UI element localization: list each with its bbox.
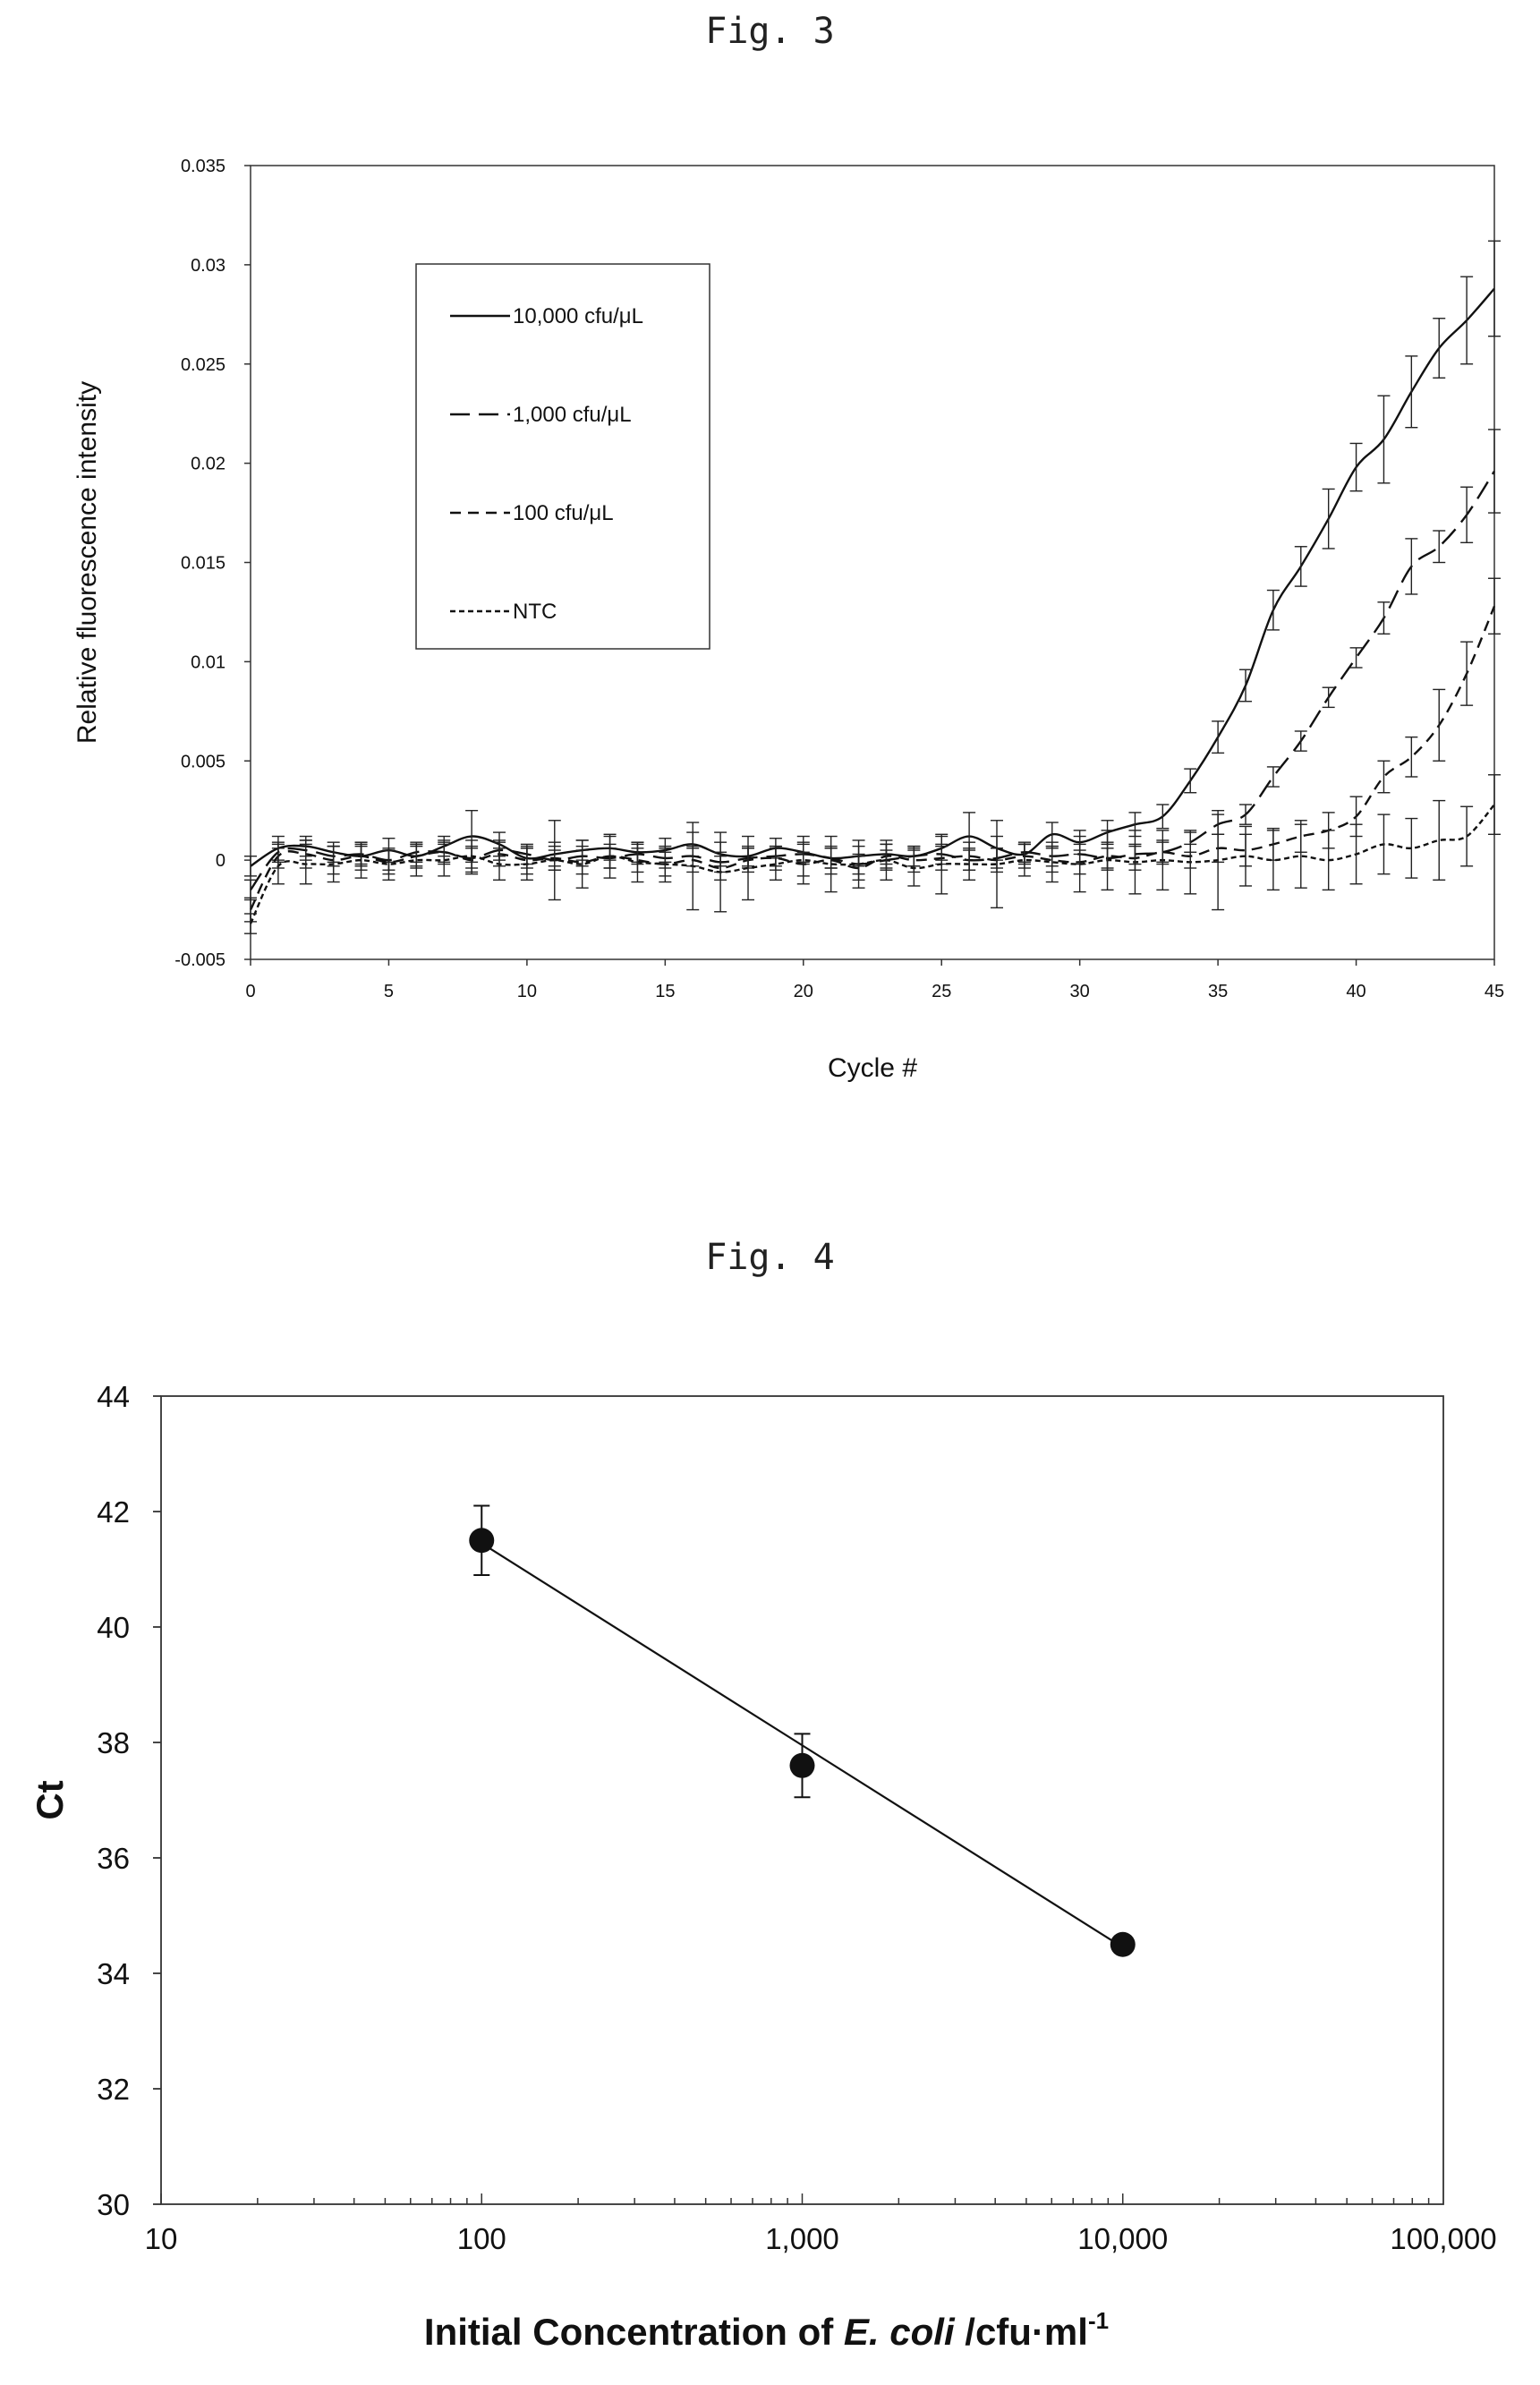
y-tick-label: 40 [97, 1611, 130, 1644]
y-tick-label: 0.01 [191, 652, 225, 672]
series-line-1 [250, 470, 1496, 891]
series-line-2 [249, 605, 1496, 911]
legend-label-0: 10,000 cfu/μL [513, 304, 643, 328]
data-point [789, 1752, 815, 1778]
y-axis-label: Relative fluorescence intensity [72, 381, 102, 744]
legend-label-3: NTC [513, 600, 557, 624]
x-tick-label: 25 [932, 982, 951, 1001]
y-tick-label: 0.03 [191, 256, 225, 276]
x-tick-label: 10 [517, 982, 537, 1001]
y-tick-label: 0.025 [181, 355, 225, 375]
x-tick-label: 100 [457, 2222, 506, 2255]
x-tick-label: 0 [245, 982, 255, 1001]
x-tick-label: 10,000 [1077, 2222, 1168, 2255]
x-tick-label: 45 [1485, 982, 1504, 1001]
y-tick-label: 0.005 [181, 752, 225, 771]
x-axis-label-organism: E. coli [844, 2311, 956, 2353]
y-tick-label: 34 [97, 1957, 130, 1990]
x-tick-label: 10 [145, 2222, 178, 2255]
data-point [469, 1528, 495, 1554]
x-tick-label: 40 [1346, 982, 1366, 1001]
x-axis-label-unit: /cfu·ml [955, 2311, 1088, 2353]
legend-label-2: 100 cfu/μL [513, 501, 614, 525]
x-tick-label: 35 [1208, 982, 1228, 1001]
x-tick-label: 30 [1070, 982, 1090, 1001]
fig3-title: Fig. 3 [705, 11, 835, 52]
y-axis-label: Ct [29, 1780, 71, 1819]
ct-calibration-chart: 10 100 1,000 10,000 100,000 30 32 34 36 38 40 42 44 C… [29, 1380, 1497, 2353]
y-tick-label: 30 [97, 2188, 130, 2221]
x-axis-label-exponent: -1 [1088, 2307, 1109, 2334]
plot-area [160, 1395, 1444, 2205]
y-tick-label: 44 [97, 1380, 130, 1413]
legend-box [415, 263, 710, 650]
x-tick-label: 20 [794, 982, 813, 1001]
fig4-title: Fig. 4 [705, 1237, 835, 1278]
y-tick-label: 0.035 [181, 157, 225, 176]
x-tick-label: 15 [655, 982, 675, 1001]
x-axis-label-prefix: Initial Concentration of [424, 2311, 844, 2353]
series-line-3 [249, 804, 1495, 924]
x-tick-label: 5 [384, 982, 394, 1001]
y-tick-label: 36 [97, 1842, 130, 1875]
x-tick-label: 100,000 [1390, 2222, 1496, 2255]
x-tick-label: 1,000 [765, 2222, 839, 2255]
x-axis-label: Cycle # [828, 1053, 917, 1083]
y-tick-label: 0.02 [191, 455, 225, 474]
series-line-0 [250, 287, 1495, 867]
data-point [1110, 1931, 1136, 1957]
y-tick-label: 0 [216, 851, 225, 871]
y-tick-label: 38 [97, 1726, 130, 1759]
y-tick-label: 0.015 [181, 554, 225, 574]
y-tick-label: -0.005 [174, 950, 225, 970]
x-axis-label: Initial Concentration of E. coli /cfu·ml… [424, 2307, 1109, 2353]
y-tick-label: 42 [97, 1495, 130, 1529]
legend-label-1: 1,000 cfu/μL [513, 403, 632, 427]
fluorescence-chart: 0 5 10 15 20 25 30 35 40 45 -0.005 0 0.005 0.01 0.015 0… [72, 157, 1504, 1083]
y-tick-label: 32 [97, 2073, 130, 2106]
